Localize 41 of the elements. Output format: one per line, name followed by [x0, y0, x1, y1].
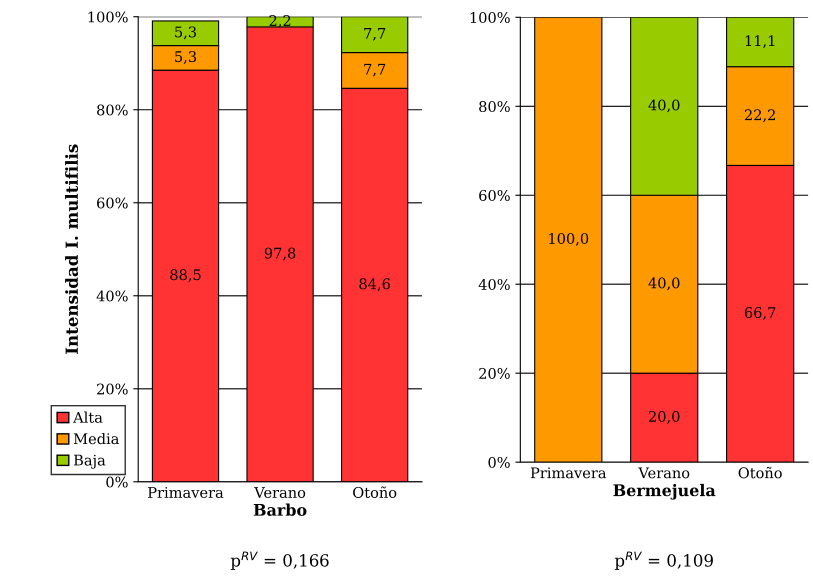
- legend-label: Baja: [74, 454, 106, 469]
- y-tick-label: 0%: [106, 476, 128, 488]
- legend-label: Media: [74, 432, 119, 444]
- text: p$^{RV}$ = 0,109: [614, 552, 713, 570]
- data-label: 100,0: [549, 232, 588, 246]
- y-tick-label: 40%: [96, 290, 128, 302]
- y-tick-label: 80%: [97, 104, 128, 116]
- x-tick-label: Verano: [638, 467, 690, 478]
- data-label: 5,3: [175, 51, 196, 64]
- data-label: 97,8: [264, 248, 296, 260]
- x-tick-label: Primavera: [530, 467, 606, 478]
- y-axis-title: Intensidad I. multifilis: [65, 144, 78, 354]
- data-label: 7,7: [364, 64, 386, 76]
- y-tick-label: 100%: [470, 12, 510, 24]
- y-tick-label: 80%: [479, 101, 510, 112]
- data-label: 84,6: [359, 278, 390, 292]
- y-tick-label: 20%: [479, 368, 510, 379]
- data-label: 20,0: [648, 410, 680, 424]
- y-tick-label: 60%: [479, 190, 510, 202]
- data-label: 2,2: [269, 15, 290, 28]
- data-label: 40,0: [648, 277, 680, 290]
- x-tick-label: Otoño: [738, 466, 782, 478]
- y-tick-label: 20%: [97, 384, 128, 395]
- data-label: 5,3: [175, 26, 196, 40]
- x-tick-label: Verano: [254, 487, 306, 498]
- x-tick-label: Otoño: [353, 486, 396, 498]
- y-tick-label: 40%: [478, 278, 510, 290]
- legend-label: Alta: [73, 412, 102, 423]
- data-label: 22,2: [744, 109, 775, 122]
- y-tick-label: 100%: [88, 11, 128, 22]
- data-label: 7,7: [364, 28, 386, 41]
- data-label: 40,0: [648, 99, 680, 112]
- x-axis-title: Barbo: [254, 504, 306, 516]
- text: p$^{RV}$ = 0,166: [230, 552, 329, 570]
- y-tick-label: 60%: [97, 197, 128, 209]
- data-label: 11,1: [746, 35, 774, 48]
- x-tick-label: Primavera: [148, 487, 224, 498]
- data-label: 88,5: [170, 269, 201, 282]
- y-tick-label: 0%: [488, 456, 510, 468]
- x-axis-title: Bermejuela: [613, 484, 716, 500]
- data-label: 66,7: [744, 307, 776, 320]
